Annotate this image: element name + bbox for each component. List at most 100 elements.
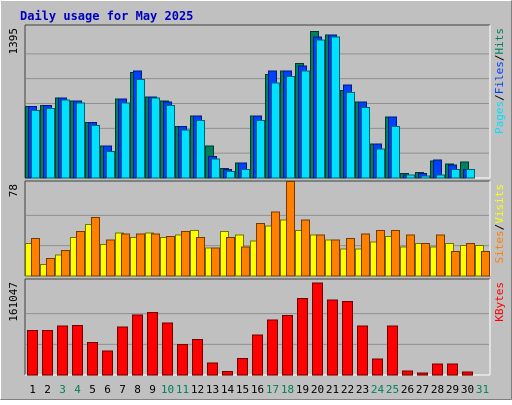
bar-pages-day-17 bbox=[271, 82, 280, 179]
bar-sites-day-7 bbox=[121, 233, 130, 277]
x-tick-label-day-2: 2 bbox=[44, 383, 51, 396]
bar-sites-day-27 bbox=[421, 242, 430, 277]
bar-kbytes-day-19 bbox=[297, 298, 308, 376]
bar-sites-day-18 bbox=[286, 181, 295, 277]
legend-hits-files-pages: Pages/Files/Hits bbox=[493, 28, 506, 134]
bar-sites-day-23 bbox=[361, 233, 370, 277]
bar-pages-day-23 bbox=[361, 107, 370, 179]
bar-pages-day-20 bbox=[316, 39, 325, 179]
panel-visits-sites: 78 Sites/Visits bbox=[7, 180, 506, 277]
bar-sites-day-31 bbox=[481, 251, 490, 277]
bar-kbytes-day-22 bbox=[342, 300, 353, 376]
y-max-label: 78 bbox=[7, 184, 20, 197]
bar-pages-day-13 bbox=[211, 158, 220, 179]
bar-pages-day-25 bbox=[391, 126, 400, 179]
bar-kbytes-day-5 bbox=[87, 341, 98, 376]
bar-kbytes-day-21 bbox=[327, 299, 338, 376]
chart-title: Daily usage for May 2025 bbox=[20, 9, 193, 23]
x-tick-label-day-11: 11 bbox=[176, 383, 189, 396]
x-tick-label-day-24: 24 bbox=[371, 383, 385, 396]
bar-kbytes-day-30 bbox=[462, 371, 473, 376]
bar-pages-day-6 bbox=[106, 150, 115, 179]
x-tick-label-day-6: 6 bbox=[104, 383, 111, 396]
x-tick-label-day-30: 30 bbox=[461, 383, 474, 396]
bar-kbytes-day-8 bbox=[132, 314, 143, 376]
chart-panels: 1395Pages/Files/Hits78Sites/Visits161047… bbox=[7, 24, 506, 376]
bar-pages-day-18 bbox=[286, 76, 295, 179]
bar-pages-day-14 bbox=[226, 171, 235, 179]
y-max-label: 161047 bbox=[7, 282, 20, 322]
bar-sites-day-4 bbox=[76, 231, 85, 277]
panel-kbytes: 161047 KBytes bbox=[7, 278, 506, 376]
panel-hits-files-pages: 1395 Pages/Files/Hits bbox=[7, 24, 506, 179]
x-tick-label-day-13: 13 bbox=[206, 383, 219, 396]
bar-kbytes-day-29 bbox=[447, 363, 458, 376]
bar-pages-day-30 bbox=[466, 169, 475, 179]
bar-sites-day-16 bbox=[256, 223, 265, 277]
bar-sites-day-1 bbox=[31, 238, 40, 277]
bar-kbytes-day-14 bbox=[222, 371, 233, 376]
x-tick-label-day-9: 9 bbox=[149, 383, 156, 396]
bar-kbytes-day-7 bbox=[117, 326, 128, 376]
x-tick-label-day-29: 29 bbox=[446, 383, 459, 396]
bar-sites-day-10 bbox=[166, 235, 175, 277]
bar-kbytes-day-1 bbox=[27, 329, 38, 376]
bar-pages-day-22 bbox=[346, 92, 355, 179]
bar-pages-day-12 bbox=[196, 119, 205, 179]
bar-kbytes-day-6 bbox=[102, 350, 113, 376]
bar-pages-day-7 bbox=[121, 102, 130, 179]
x-tick-label-day-16: 16 bbox=[251, 383, 264, 396]
bar-kbytes-day-13 bbox=[207, 362, 218, 376]
bar-pages-day-8 bbox=[136, 79, 145, 179]
bar-sites-day-3 bbox=[61, 249, 70, 277]
x-tick-label-day-12: 12 bbox=[191, 383, 204, 396]
x-tick-label-day-17: 17 bbox=[266, 383, 279, 396]
x-tick-label-day-7: 7 bbox=[119, 383, 126, 396]
bar-kbytes-day-26 bbox=[402, 370, 413, 376]
bar-kbytes-day-16 bbox=[252, 334, 263, 376]
bars-hits-files-pages bbox=[25, 31, 475, 179]
bar-pages-day-27 bbox=[421, 175, 430, 179]
bar-sites-day-12 bbox=[196, 237, 205, 277]
bar-sites-day-2 bbox=[46, 258, 55, 277]
bar-pages-day-16 bbox=[256, 119, 265, 179]
legend-separator: / bbox=[493, 224, 506, 231]
legend-entry-sites: Sites bbox=[493, 230, 506, 263]
bar-kbytes-day-4 bbox=[72, 324, 83, 376]
bar-sites-day-13 bbox=[211, 247, 220, 277]
x-tick-label-day-15: 15 bbox=[236, 383, 249, 396]
bar-sites-day-14 bbox=[226, 237, 235, 277]
bar-sites-day-11 bbox=[181, 231, 190, 277]
bar-pages-day-19 bbox=[301, 70, 310, 179]
bar-kbytes-day-10 bbox=[162, 322, 173, 376]
legend-entry-files: Files bbox=[493, 61, 506, 94]
bar-sites-day-29 bbox=[451, 251, 460, 277]
x-tick-label-day-22: 22 bbox=[341, 383, 354, 396]
bar-kbytes-day-2 bbox=[42, 329, 53, 376]
bar-sites-day-25 bbox=[391, 230, 400, 277]
bar-pages-day-9 bbox=[151, 97, 160, 179]
bar-sites-day-8 bbox=[136, 233, 145, 277]
x-tick-label-day-25: 25 bbox=[386, 383, 399, 396]
x-tick-label-day-26: 26 bbox=[401, 383, 414, 396]
legend-separator: / bbox=[493, 55, 506, 62]
x-tick-label-day-31: 31 bbox=[476, 383, 489, 396]
bar-pages-day-1 bbox=[31, 110, 40, 179]
bar-pages-day-2 bbox=[46, 108, 55, 179]
bar-pages-day-21 bbox=[331, 36, 340, 179]
bar-pages-day-5 bbox=[91, 125, 100, 179]
bar-pages-day-28 bbox=[436, 174, 445, 179]
bar-sites-day-26 bbox=[406, 234, 415, 277]
bar-kbytes-day-17 bbox=[267, 319, 278, 376]
bar-kbytes-day-12 bbox=[192, 339, 203, 376]
x-tick-label-day-18: 18 bbox=[281, 383, 294, 396]
bar-kbytes-day-9 bbox=[147, 312, 158, 376]
legend-kbytes: KBytes bbox=[493, 282, 506, 322]
legend-separator: / bbox=[493, 94, 506, 101]
bar-sites-day-22 bbox=[346, 238, 355, 277]
x-tick-label-day-21: 21 bbox=[326, 383, 339, 396]
legend-entry-kbytes: KBytes bbox=[493, 282, 506, 322]
y-max-label: 1395 bbox=[7, 28, 20, 55]
x-tick-label-day-20: 20 bbox=[311, 383, 324, 396]
